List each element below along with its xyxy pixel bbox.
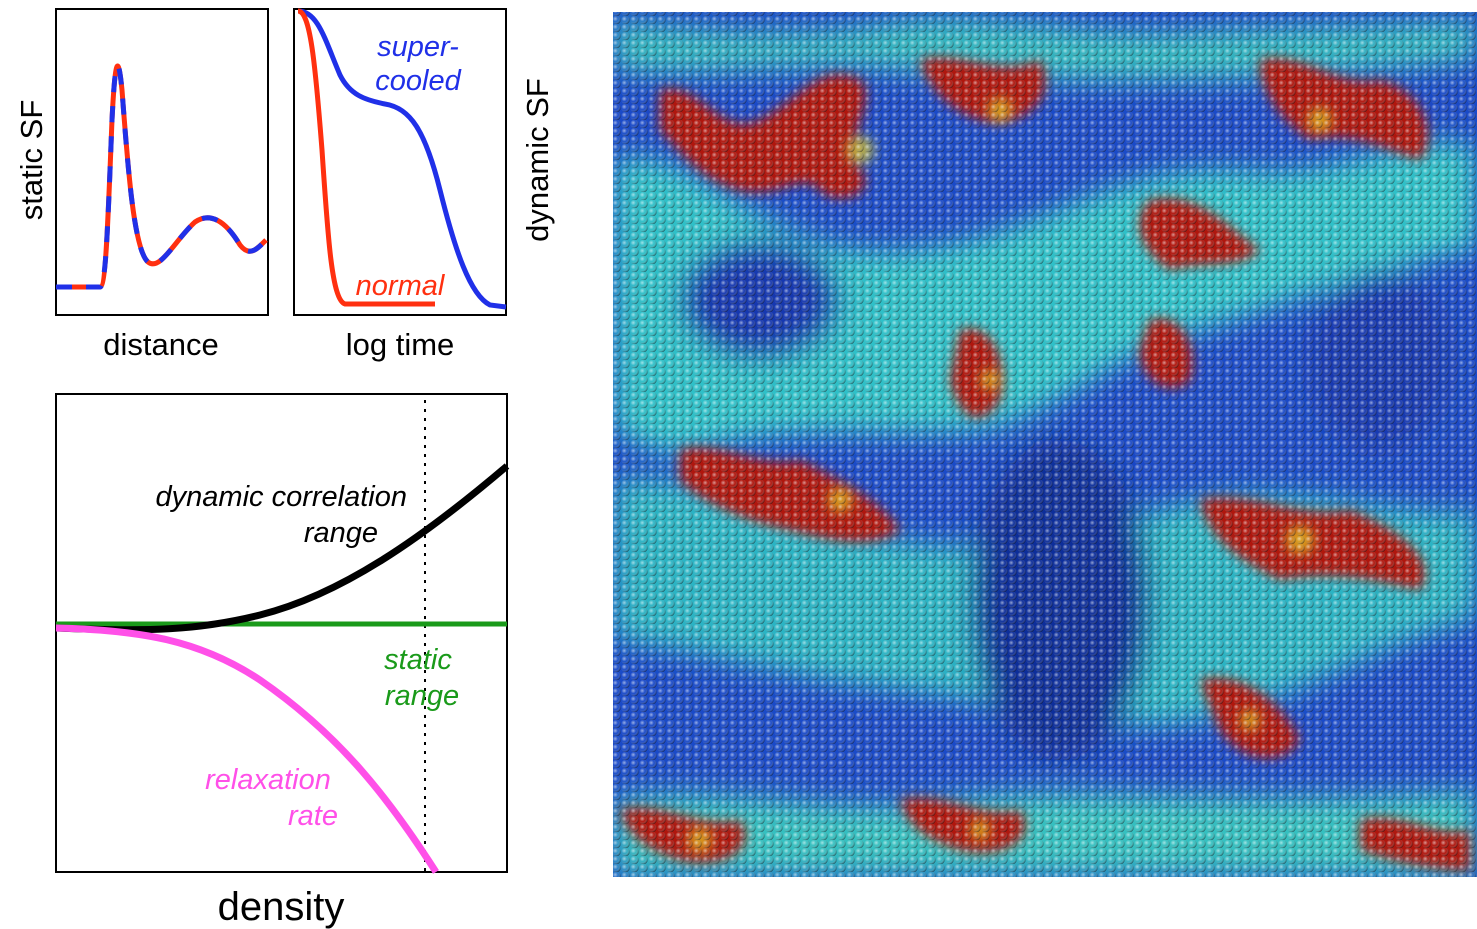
y-axis-label: dynamic SF	[520, 78, 555, 242]
dynamic-sf-panel: super- cooled normal dynamic SF log time	[293, 8, 555, 362]
dynamic-range-label: range	[304, 517, 378, 549]
simulation-image	[613, 12, 1477, 877]
x-axis-label: distance	[103, 327, 218, 362]
dynamic-range-label: dynamic correlation	[156, 481, 407, 513]
static-range-label: range	[385, 680, 459, 712]
x-axis-label: density	[218, 885, 345, 929]
supercooled-label: cooled	[375, 65, 461, 97]
static-range-label: static	[384, 644, 452, 676]
relaxation-rate-label: rate	[288, 800, 338, 832]
supercooled-label: super-	[377, 31, 459, 63]
normal-label: normal	[356, 270, 446, 302]
static-sf-panel: static SF distance	[14, 8, 269, 362]
y-axis-label: static SF	[14, 100, 49, 221]
relaxation-rate-label: relaxation	[205, 764, 331, 796]
range-panel: dynamic correlation range static range r…	[55, 393, 510, 929]
x-axis-label: log time	[346, 327, 455, 362]
